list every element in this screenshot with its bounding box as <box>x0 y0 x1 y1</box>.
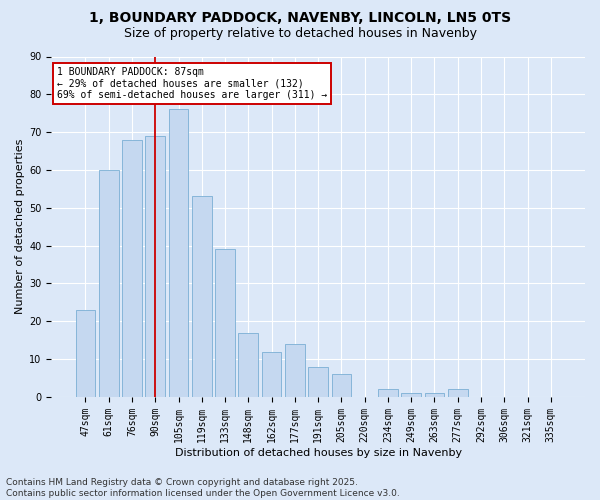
Bar <box>169 110 188 397</box>
Bar <box>238 332 258 397</box>
Bar <box>448 390 467 397</box>
Bar <box>332 374 351 397</box>
Bar <box>285 344 305 397</box>
Bar <box>425 393 445 397</box>
Bar <box>192 196 212 397</box>
X-axis label: Distribution of detached houses by size in Navenby: Distribution of detached houses by size … <box>175 448 461 458</box>
Text: Size of property relative to detached houses in Navenby: Size of property relative to detached ho… <box>124 28 476 40</box>
Bar <box>145 136 165 397</box>
Bar <box>378 390 398 397</box>
Text: 1, BOUNDARY PADDOCK, NAVENBY, LINCOLN, LN5 0TS: 1, BOUNDARY PADDOCK, NAVENBY, LINCOLN, L… <box>89 12 511 26</box>
Text: Contains HM Land Registry data © Crown copyright and database right 2025.
Contai: Contains HM Land Registry data © Crown c… <box>6 478 400 498</box>
Y-axis label: Number of detached properties: Number of detached properties <box>15 139 25 314</box>
Bar <box>262 352 281 397</box>
Bar <box>215 250 235 397</box>
Bar <box>76 310 95 397</box>
Bar <box>122 140 142 397</box>
Bar <box>401 393 421 397</box>
Bar <box>308 366 328 397</box>
Bar <box>99 170 119 397</box>
Text: 1 BOUNDARY PADDOCK: 87sqm
← 29% of detached houses are smaller (132)
69% of semi: 1 BOUNDARY PADDOCK: 87sqm ← 29% of detac… <box>56 66 327 100</box>
